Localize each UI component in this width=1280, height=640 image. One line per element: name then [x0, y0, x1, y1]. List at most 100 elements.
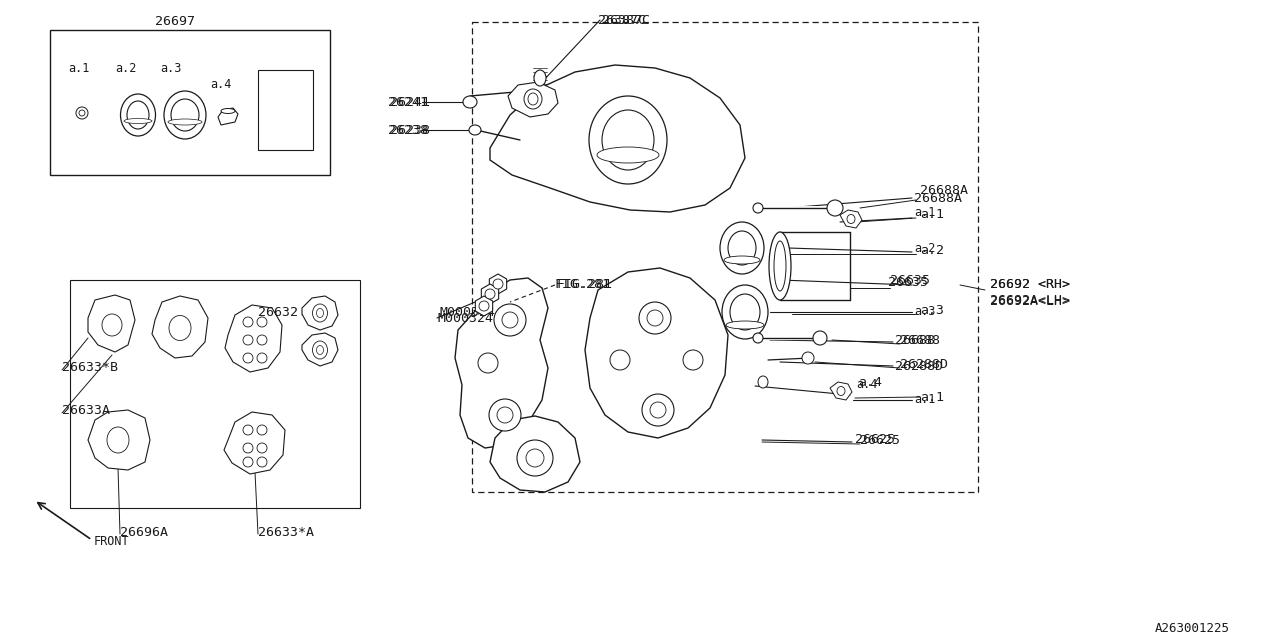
Text: a.1: a.1 — [920, 391, 945, 404]
Polygon shape — [475, 296, 493, 316]
Ellipse shape — [596, 147, 659, 163]
Text: a.4: a.4 — [856, 378, 877, 391]
Text: a.1: a.1 — [68, 62, 90, 75]
Circle shape — [684, 350, 703, 370]
Polygon shape — [224, 412, 285, 474]
Text: FIG.281: FIG.281 — [556, 278, 611, 291]
Circle shape — [257, 425, 268, 435]
Text: 26688A: 26688A — [914, 192, 963, 205]
Text: A263001225: A263001225 — [1155, 622, 1230, 635]
Text: 26625: 26625 — [855, 433, 895, 446]
Ellipse shape — [124, 118, 152, 124]
Text: 26688: 26688 — [900, 334, 940, 347]
Polygon shape — [454, 278, 548, 448]
Text: 26387C: 26387C — [602, 14, 650, 27]
Ellipse shape — [102, 314, 122, 336]
Text: 26633*B: 26633*B — [61, 361, 118, 374]
Text: 26635: 26635 — [888, 276, 928, 289]
Text: 26241: 26241 — [390, 96, 430, 109]
Text: 26632: 26632 — [259, 306, 298, 319]
Polygon shape — [585, 268, 728, 438]
Circle shape — [485, 289, 495, 299]
Ellipse shape — [172, 99, 198, 131]
Text: 26635: 26635 — [890, 274, 931, 287]
Circle shape — [257, 335, 268, 345]
Text: 26697: 26697 — [155, 15, 195, 28]
Polygon shape — [88, 295, 134, 352]
Bar — [70, 280, 360, 508]
Ellipse shape — [753, 333, 763, 343]
Circle shape — [79, 110, 84, 116]
Ellipse shape — [463, 96, 477, 108]
Circle shape — [479, 301, 489, 311]
Circle shape — [257, 353, 268, 363]
Text: a.4: a.4 — [858, 376, 882, 389]
Polygon shape — [225, 305, 282, 372]
Circle shape — [494, 304, 526, 336]
Ellipse shape — [312, 304, 328, 322]
Circle shape — [243, 335, 253, 345]
Text: 26692A<LH>: 26692A<LH> — [989, 295, 1070, 308]
Polygon shape — [88, 410, 150, 470]
Ellipse shape — [221, 109, 236, 113]
Polygon shape — [302, 333, 338, 366]
Ellipse shape — [847, 214, 855, 223]
Ellipse shape — [753, 203, 763, 213]
Text: a.1: a.1 — [914, 206, 936, 219]
Ellipse shape — [534, 70, 547, 86]
Polygon shape — [490, 65, 745, 212]
Ellipse shape — [312, 341, 328, 359]
Circle shape — [650, 402, 666, 418]
Circle shape — [243, 443, 253, 453]
Ellipse shape — [602, 110, 654, 170]
Text: 26688A: 26688A — [920, 184, 968, 197]
Ellipse shape — [837, 387, 845, 396]
Circle shape — [803, 352, 814, 364]
Text: 26688: 26688 — [895, 334, 934, 347]
Text: a.3: a.3 — [914, 305, 936, 318]
Circle shape — [646, 310, 663, 326]
Polygon shape — [481, 284, 499, 304]
Text: a.1: a.1 — [920, 208, 945, 221]
Polygon shape — [152, 296, 207, 358]
Ellipse shape — [120, 94, 155, 136]
Ellipse shape — [719, 222, 764, 274]
Polygon shape — [218, 108, 238, 125]
Text: 26238: 26238 — [390, 124, 430, 137]
Ellipse shape — [108, 427, 129, 453]
Text: a.2: a.2 — [914, 242, 936, 255]
Text: a.3: a.3 — [920, 304, 945, 317]
Circle shape — [257, 443, 268, 453]
Text: 26633*A: 26633*A — [259, 526, 314, 539]
Text: 26692A<LH>: 26692A<LH> — [989, 294, 1070, 307]
Circle shape — [243, 317, 253, 327]
Ellipse shape — [164, 91, 206, 139]
Text: FIG.281: FIG.281 — [557, 278, 613, 291]
Text: 26288D: 26288D — [895, 360, 943, 373]
Text: a.2: a.2 — [115, 62, 137, 75]
Ellipse shape — [468, 125, 481, 135]
Circle shape — [502, 312, 518, 328]
Ellipse shape — [774, 241, 786, 291]
Circle shape — [76, 107, 88, 119]
Ellipse shape — [168, 119, 202, 125]
Circle shape — [639, 302, 671, 334]
Bar — [50, 30, 330, 175]
Text: 26625: 26625 — [860, 434, 900, 447]
Text: 26692 <RH>: 26692 <RH> — [989, 278, 1070, 291]
Circle shape — [517, 440, 553, 476]
Text: a.3: a.3 — [160, 62, 182, 75]
Circle shape — [493, 279, 503, 289]
Ellipse shape — [726, 321, 764, 329]
Ellipse shape — [728, 231, 756, 265]
Ellipse shape — [316, 346, 324, 355]
Text: a.1: a.1 — [914, 393, 936, 406]
Text: M000324: M000324 — [440, 306, 497, 319]
Polygon shape — [302, 296, 338, 330]
Bar — [259, 70, 314, 150]
Ellipse shape — [127, 101, 148, 129]
Circle shape — [813, 331, 827, 345]
Circle shape — [611, 350, 630, 370]
Text: a.2: a.2 — [920, 244, 945, 257]
Ellipse shape — [524, 89, 541, 109]
